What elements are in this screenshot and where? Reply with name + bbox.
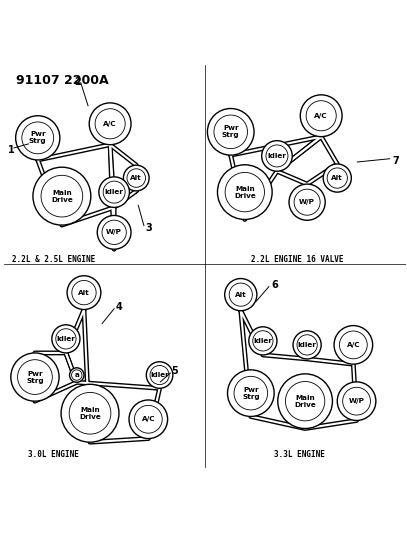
Circle shape: [300, 95, 342, 136]
Text: A/C: A/C: [103, 121, 117, 127]
Circle shape: [278, 374, 333, 429]
Text: Alt: Alt: [331, 175, 343, 181]
Text: a: a: [74, 372, 79, 378]
Circle shape: [99, 177, 129, 207]
Text: 1: 1: [9, 145, 15, 155]
Text: 4: 4: [115, 302, 122, 312]
Text: 2.2L & 2.5L ENGINE: 2.2L & 2.5L ENGINE: [12, 255, 96, 264]
Circle shape: [67, 276, 101, 310]
Circle shape: [323, 164, 351, 192]
Text: A/C: A/C: [142, 416, 155, 422]
Circle shape: [225, 279, 257, 311]
Text: A/C: A/C: [314, 113, 328, 119]
Text: Idler: Idler: [298, 342, 317, 348]
Text: Main
Drive: Main Drive: [51, 190, 73, 203]
Text: 2: 2: [74, 77, 81, 86]
Circle shape: [15, 116, 60, 160]
Circle shape: [61, 384, 119, 442]
Text: 7: 7: [393, 156, 400, 166]
Text: W/P: W/P: [106, 229, 122, 236]
Circle shape: [97, 215, 131, 249]
Circle shape: [89, 103, 131, 144]
Text: W/P: W/P: [349, 398, 365, 404]
Circle shape: [11, 353, 59, 401]
Text: Pwr
Strg: Pwr Strg: [222, 125, 240, 139]
Circle shape: [123, 165, 149, 191]
Text: Pwr
Strg: Pwr Strg: [242, 386, 260, 400]
Text: W/P: W/P: [299, 199, 315, 205]
Text: 91107 2200A: 91107 2200A: [15, 74, 108, 87]
Circle shape: [52, 325, 80, 353]
Text: 6: 6: [271, 280, 278, 289]
Text: Alt: Alt: [235, 292, 247, 297]
Text: Alt: Alt: [78, 289, 90, 296]
Circle shape: [217, 165, 272, 220]
Circle shape: [334, 326, 373, 364]
Circle shape: [208, 109, 254, 155]
Circle shape: [262, 141, 292, 171]
Text: 2.2L ENGINE 16 VALVE: 2.2L ENGINE 16 VALVE: [251, 255, 344, 264]
Text: Idler: Idler: [57, 336, 75, 342]
Text: Alt: Alt: [130, 175, 142, 181]
Text: Idler: Idler: [254, 338, 272, 344]
Text: 3: 3: [145, 223, 152, 233]
Text: Main
Drive: Main Drive: [294, 394, 316, 408]
Text: Pwr
Strg: Pwr Strg: [26, 370, 44, 384]
Text: Idler: Idler: [105, 189, 124, 195]
Circle shape: [33, 167, 91, 225]
Text: A/C: A/C: [346, 342, 360, 348]
Text: Main
Drive: Main Drive: [234, 185, 256, 199]
Text: 3.3L ENGINE: 3.3L ENGINE: [274, 450, 324, 459]
Text: 5: 5: [172, 366, 178, 376]
Circle shape: [129, 400, 168, 439]
Text: Idler: Idler: [267, 153, 287, 159]
Circle shape: [337, 382, 376, 421]
Circle shape: [293, 331, 321, 359]
Text: idler: idler: [150, 372, 169, 378]
Text: 3.0L ENGINE: 3.0L ENGINE: [28, 450, 79, 459]
Text: Main
Drive: Main Drive: [79, 407, 101, 420]
Circle shape: [289, 184, 325, 220]
Circle shape: [249, 327, 277, 355]
Circle shape: [70, 368, 84, 382]
Text: Pwr
Strg: Pwr Strg: [29, 131, 46, 144]
Circle shape: [146, 362, 173, 389]
Circle shape: [228, 370, 274, 416]
